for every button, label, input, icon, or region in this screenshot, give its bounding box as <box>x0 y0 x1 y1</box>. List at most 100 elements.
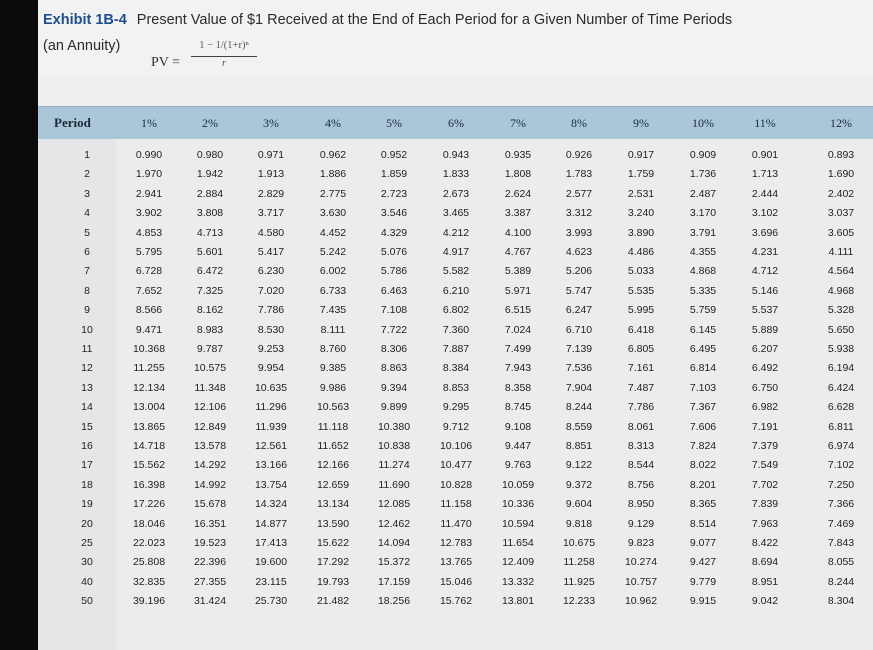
value-cell: 8.544 <box>627 459 655 472</box>
value-cell: 10.563 <box>316 401 350 414</box>
value-cell: 5.795 <box>135 246 163 258</box>
value-cell: 9.122 <box>565 459 593 472</box>
value-cell: 10.828 <box>439 478 473 491</box>
value-cell: 7.702 <box>751 478 779 491</box>
value-cell: 14.992 <box>193 478 227 491</box>
value-cell: 15.762 <box>439 595 473 608</box>
value-cell: 12.849 <box>193 420 227 433</box>
value-cell: 17.292 <box>316 556 350 569</box>
value-cell: 11.652 <box>317 440 349 452</box>
rate-column-header: 8% <box>571 116 587 130</box>
rate-column-header: 2% <box>202 116 218 130</box>
value-cell: 10.757 <box>624 575 658 588</box>
value-cell: 0.980 <box>196 149 224 161</box>
value-cell: 13.166 <box>254 459 288 472</box>
value-cell: 9.899 <box>380 401 408 414</box>
value-cell: 10.635 <box>254 381 288 394</box>
value-cell: 9.295 <box>442 401 470 414</box>
value-cell: 6.230 <box>257 265 285 278</box>
value-cell: 12.561 <box>254 440 288 452</box>
value-cell: 7.367 <box>689 401 717 414</box>
fraction-bar <box>191 56 257 57</box>
value-cell: 19.600 <box>254 556 288 569</box>
value-cell: 31.424 <box>193 595 227 608</box>
value-cell: 5.889 <box>751 323 779 336</box>
value-cell: 8.055 <box>827 556 855 569</box>
value-cell: 8.760 <box>319 343 347 355</box>
value-cell: 22.396 <box>193 556 227 569</box>
period-cell: 25 <box>81 537 93 549</box>
value-cell: 3.465 <box>442 207 470 220</box>
value-cell: 4.853 <box>135 226 163 239</box>
table-row: 8 7.652 7.325 7.020 6.733 6.463 6.210 5.971 5.74… <box>38 282 873 300</box>
period-cell: 14 <box>81 401 93 414</box>
value-cell: 11.258 <box>563 556 595 569</box>
value-cell: 7.499 <box>504 343 532 355</box>
period-cell: 1 <box>84 149 90 161</box>
value-cell: 12.409 <box>501 556 535 569</box>
value-cell: 3.170 <box>689 207 717 220</box>
value-cell: 5.335 <box>689 284 717 297</box>
value-cell: 7.963 <box>751 517 779 530</box>
table-body <box>38 139 873 650</box>
period-cell: 2 <box>84 168 90 181</box>
exhibit-title: Present Value of $1 Received at the End … <box>136 12 733 28</box>
period-cell: 50 <box>81 595 93 608</box>
value-cell: 21.482 <box>316 595 350 608</box>
value-cell: 8.358 <box>504 381 532 394</box>
value-cell: 2.402 <box>827 187 855 200</box>
value-cell: 12.134 <box>132 381 166 394</box>
formula-lhs: PV = <box>151 55 181 70</box>
value-cell: 10.368 <box>132 343 166 355</box>
table-row: 12 11.255 10.575 9.954 9.385 8.863 8.384 7.943 7… <box>38 359 873 377</box>
table-row: 7 6.728 6.472 6.230 6.002 5.786 5.582 5.389 5.20… <box>38 262 873 280</box>
value-cell: 9.394 <box>380 381 408 394</box>
value-cell: 0.909 <box>689 149 717 161</box>
period-cell: 9 <box>84 304 90 317</box>
value-cell: 11.470 <box>440 517 472 530</box>
value-cell: 7.379 <box>751 440 779 452</box>
value-cell: 8.853 <box>442 381 470 394</box>
value-cell: 5.747 <box>565 284 593 297</box>
value-cell: 12.659 <box>316 478 350 491</box>
value-cell: 25.730 <box>254 595 288 608</box>
value-cell: 1.736 <box>689 168 717 181</box>
value-cell: 2.444 <box>751 187 779 200</box>
value-cell: 8.313 <box>627 440 655 452</box>
value-cell: 4.486 <box>627 246 655 258</box>
value-cell: 8.851 <box>565 440 593 452</box>
value-cell: 11.255 <box>133 362 165 375</box>
value-cell: 14.094 <box>377 537 411 549</box>
value-cell: 11.939 <box>255 420 287 433</box>
period-cell: 13 <box>81 381 93 394</box>
value-cell: 6.472 <box>196 265 224 278</box>
value-cell: 8.863 <box>380 362 408 375</box>
value-cell: 2.775 <box>319 187 347 200</box>
value-cell: 7.020 <box>257 284 285 297</box>
rate-column-header: 11% <box>754 116 776 130</box>
rate-column-header: 4% <box>325 116 341 130</box>
value-cell: 7.161 <box>627 362 655 375</box>
value-cell: 2.723 <box>380 187 408 200</box>
value-cell: 9.447 <box>504 440 532 452</box>
value-cell: 6.802 <box>442 304 470 317</box>
value-cell: 11.118 <box>317 420 349 433</box>
rate-column-header: 5% <box>386 116 402 130</box>
textbook-page: Exhibit 1B-4 Present Value of $1 Received… <box>38 0 873 650</box>
table-row: 15 13.865 12.849 11.939 11.118 10.380 9.712 9.1… <box>38 418 873 436</box>
period-cell: 7 <box>84 265 90 278</box>
value-cell: 1.783 <box>565 168 593 181</box>
value-cell: 8.745 <box>504 401 532 414</box>
exhibit-subtitle: (an Annuity) <box>43 38 121 54</box>
formula-denominator: r <box>221 57 227 69</box>
table-row: 2 1.970 1.942 1.913 1.886 1.859 1.833 1.808 1.78… <box>38 165 873 183</box>
period-cell: 18 <box>81 478 93 491</box>
value-cell: 0.893 <box>827 149 855 161</box>
value-cell: 0.990 <box>135 149 163 161</box>
value-cell: 3.037 <box>827 207 855 220</box>
value-cell: 3.240 <box>627 207 655 220</box>
table-row: 40 32.835 27.355 23.115 19.793 17.159 15.046 13… <box>38 573 873 591</box>
value-cell: 11.296 <box>255 401 287 414</box>
value-cell: 9.787 <box>196 343 224 355</box>
value-cell: 5.650 <box>827 323 855 336</box>
